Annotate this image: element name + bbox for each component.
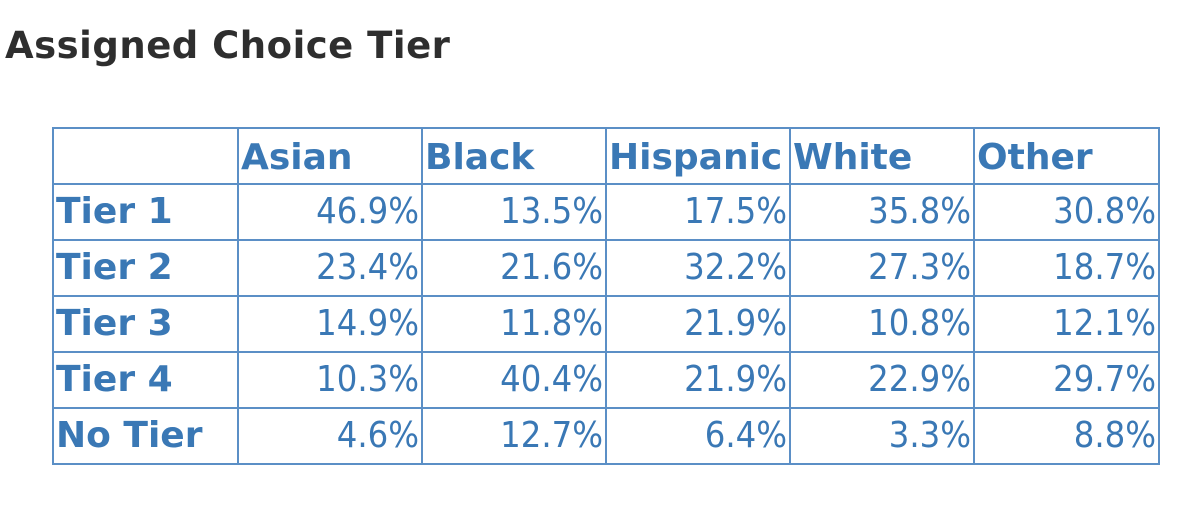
table-cell: 17.5% — [605, 183, 791, 241]
table-cell: 29.7% — [973, 351, 1160, 409]
table-cell: 11.8% — [421, 295, 607, 353]
column-header: Hispanic — [605, 127, 791, 185]
table-cell: 8.8% — [973, 407, 1160, 465]
header-row: Asian Black Hispanic White Other — [52, 127, 1160, 185]
table-cell: 46.9% — [237, 183, 423, 241]
table-cell: 21.9% — [605, 295, 791, 353]
table-cell: 40.4% — [421, 351, 607, 409]
table-row: No Tier 4.6% 12.7% 6.4% 3.3% 8.8% — [52, 407, 1160, 465]
table-row: Tier 4 10.3% 40.4% 21.9% 22.9% 29.7% — [52, 351, 1160, 409]
table-cell: 13.5% — [421, 183, 607, 241]
column-header: White — [789, 127, 975, 185]
table-cell: 10.3% — [237, 351, 423, 409]
table-cell: 30.8% — [973, 183, 1160, 241]
table-cell: 14.9% — [237, 295, 423, 353]
table-cell: 4.6% — [237, 407, 423, 465]
table-cell: 3.3% — [789, 407, 975, 465]
table-row: Tier 2 23.4% 21.6% 32.2% 27.3% 18.7% — [52, 239, 1160, 297]
table-cell: 12.7% — [421, 407, 607, 465]
row-label: Tier 1 — [52, 183, 239, 241]
table-cell: 10.8% — [789, 295, 975, 353]
table-body: Tier 1 46.9% 13.5% 17.5% 35.8% 30.8% Tier 2 23.… — [52, 183, 1160, 465]
table-cell: 27.3% — [789, 239, 975, 297]
table-cell: 21.9% — [605, 351, 791, 409]
table-cell: 35.8% — [789, 183, 975, 241]
table-cell: 18.7% — [973, 239, 1160, 297]
column-header: Asian — [237, 127, 423, 185]
row-label: Tier 2 — [52, 239, 239, 297]
table-cell: 23.4% — [237, 239, 423, 297]
row-label: Tier 3 — [52, 295, 239, 353]
row-label: No Tier — [52, 407, 239, 465]
table-row: Tier 1 46.9% 13.5% 17.5% 35.8% 30.8% — [52, 183, 1160, 241]
title: Assigned Choice Tier — [5, 24, 451, 67]
table-row: Tier 3 14.9% 11.8% 21.9% 10.8% 12.1% — [52, 295, 1160, 353]
table-cell: 32.2% — [605, 239, 791, 297]
table-cell: 12.1% — [973, 295, 1160, 353]
column-header: Other — [973, 127, 1160, 185]
corner-cell — [52, 127, 239, 185]
row-label: Tier 4 — [52, 351, 239, 409]
table-cell: 6.4% — [605, 407, 791, 465]
data-table: Asian Black Hispanic White Other Tier 1 46.9%… — [52, 127, 1160, 465]
table-cell: 22.9% — [789, 351, 975, 409]
column-header: Black — [421, 127, 607, 185]
table-cell: 21.6% — [421, 239, 607, 297]
